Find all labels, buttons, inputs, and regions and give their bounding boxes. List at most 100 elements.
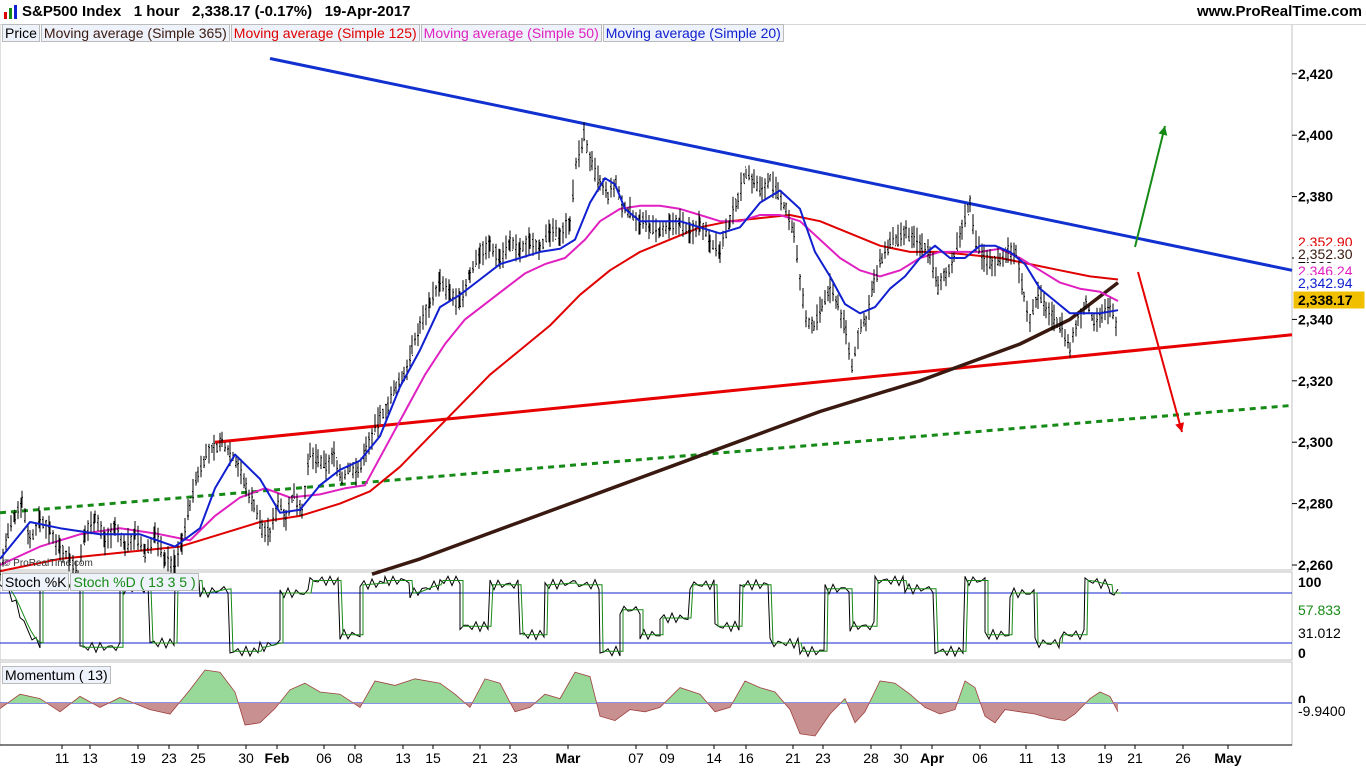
price-bar bbox=[1015, 244, 1017, 257]
price-bar bbox=[55, 534, 57, 556]
legend-ma20[interactable]: Moving average (Simple 20) bbox=[602, 24, 784, 42]
price-bar bbox=[785, 202, 787, 216]
price-bar bbox=[251, 487, 253, 512]
price-bar bbox=[495, 243, 497, 268]
price-bar bbox=[515, 234, 517, 262]
ma50-line bbox=[0, 204, 1119, 566]
price-bar bbox=[854, 346, 856, 357]
price-bar bbox=[189, 497, 191, 511]
ma20-line bbox=[0, 177, 1119, 560]
price-bar bbox=[802, 288, 804, 309]
price-bar bbox=[339, 464, 341, 482]
price-bar bbox=[336, 457, 338, 477]
price-bar bbox=[49, 521, 51, 535]
price-bar bbox=[845, 320, 847, 345]
price-bar bbox=[93, 513, 95, 532]
momentum-tick-label: 0 bbox=[1298, 692, 1306, 708]
price-bar bbox=[780, 190, 782, 211]
momentum-negative-area bbox=[0, 703, 1118, 736]
price-bar bbox=[692, 219, 694, 245]
bars-icon bbox=[4, 5, 17, 19]
price-bar bbox=[213, 434, 215, 461]
price-bar bbox=[1093, 313, 1095, 332]
price-bar bbox=[291, 494, 293, 503]
price-bar bbox=[532, 232, 534, 256]
legend-price[interactable]: Price bbox=[2, 24, 40, 42]
price-bar bbox=[662, 221, 664, 237]
x-tick-label: 28 bbox=[863, 750, 879, 766]
price-bar bbox=[959, 226, 961, 248]
price-bar bbox=[449, 284, 451, 301]
legend-ma125[interactable]: Moving average (Simple 125) bbox=[230, 24, 420, 42]
price-bar bbox=[981, 243, 983, 270]
copyright: © ProRealTime.com bbox=[3, 558, 93, 569]
legend-momentum[interactable]: Momentum ( 13) bbox=[2, 666, 111, 684]
price-bar bbox=[344, 469, 346, 480]
price-bar bbox=[816, 304, 818, 331]
x-tick-label: 23 bbox=[161, 750, 177, 766]
price-panel bbox=[0, 23, 1293, 571]
price-bar bbox=[90, 511, 92, 535]
price-bar bbox=[288, 497, 290, 516]
price-bar bbox=[163, 550, 165, 569]
price-bar bbox=[315, 444, 317, 474]
y-tick-label: 2,340 bbox=[1298, 311, 1333, 327]
price-bar bbox=[406, 359, 408, 381]
price-bar bbox=[535, 239, 537, 254]
price-bar bbox=[387, 396, 389, 415]
momentum-legend: Momentum ( 13) bbox=[2, 666, 112, 684]
price-bar bbox=[224, 442, 226, 452]
price-bar bbox=[419, 316, 421, 334]
stoch-last-label: 31.012 bbox=[1298, 625, 1341, 641]
legend-ma50[interactable]: Moving average (Simple 50) bbox=[420, 24, 602, 42]
price-bar bbox=[729, 215, 731, 228]
price-bar bbox=[14, 509, 16, 525]
stoch-panel bbox=[0, 571, 1293, 661]
price-bar bbox=[884, 241, 886, 259]
price-bar bbox=[972, 214, 974, 235]
site-url[interactable]: www.ProRealTime.com bbox=[1196, 3, 1362, 20]
price-bar bbox=[559, 228, 561, 246]
x-tick-label: 11 bbox=[55, 750, 70, 766]
price-bars bbox=[0, 122, 1117, 582]
ma125-line bbox=[0, 214, 1119, 573]
price-bar bbox=[1021, 273, 1023, 295]
price-bar bbox=[1088, 304, 1090, 314]
price-bar bbox=[104, 531, 106, 556]
legend-stoch-k[interactable]: Stoch %K bbox=[2, 573, 70, 591]
legend-stoch-d[interactable]: Stoch %D ( 13 3 5 ) bbox=[70, 573, 199, 591]
price-bar bbox=[227, 445, 229, 456]
price-bar bbox=[259, 510, 261, 529]
price-bar bbox=[769, 174, 771, 182]
price-bar bbox=[871, 280, 873, 297]
price-bar bbox=[323, 450, 325, 469]
price-bar bbox=[1023, 291, 1025, 302]
price-bar bbox=[331, 447, 333, 465]
price-bar bbox=[65, 550, 67, 559]
price-bar bbox=[783, 201, 785, 210]
price-bar bbox=[1061, 312, 1063, 338]
x-tick-label: Apr bbox=[920, 750, 945, 766]
price-bar bbox=[184, 518, 186, 541]
price-bar bbox=[796, 245, 798, 263]
price-bar bbox=[489, 236, 491, 252]
trend-line-dotted bbox=[0, 403, 1293, 515]
price-bar bbox=[555, 219, 557, 240]
legend-ma365[interactable]: Moving average (Simple 365) bbox=[40, 24, 230, 42]
price-bar bbox=[0, 562, 1, 582]
x-tick-label: 15 bbox=[425, 750, 441, 766]
price-bar bbox=[192, 479, 194, 503]
price-bar bbox=[1064, 329, 1066, 347]
price-bar bbox=[865, 315, 867, 332]
x-tick-label: 09 bbox=[659, 750, 675, 766]
y-tick-label: 2,280 bbox=[1298, 496, 1333, 512]
price-bar bbox=[7, 523, 9, 539]
price-bar bbox=[1026, 300, 1028, 322]
y-tick-label: 2,380 bbox=[1298, 189, 1333, 205]
price-bar bbox=[969, 195, 971, 213]
price-bar bbox=[594, 157, 596, 182]
stoch-tick-label: 0 bbox=[1298, 645, 1306, 661]
price-bar bbox=[130, 533, 132, 551]
price-bar bbox=[545, 224, 547, 243]
